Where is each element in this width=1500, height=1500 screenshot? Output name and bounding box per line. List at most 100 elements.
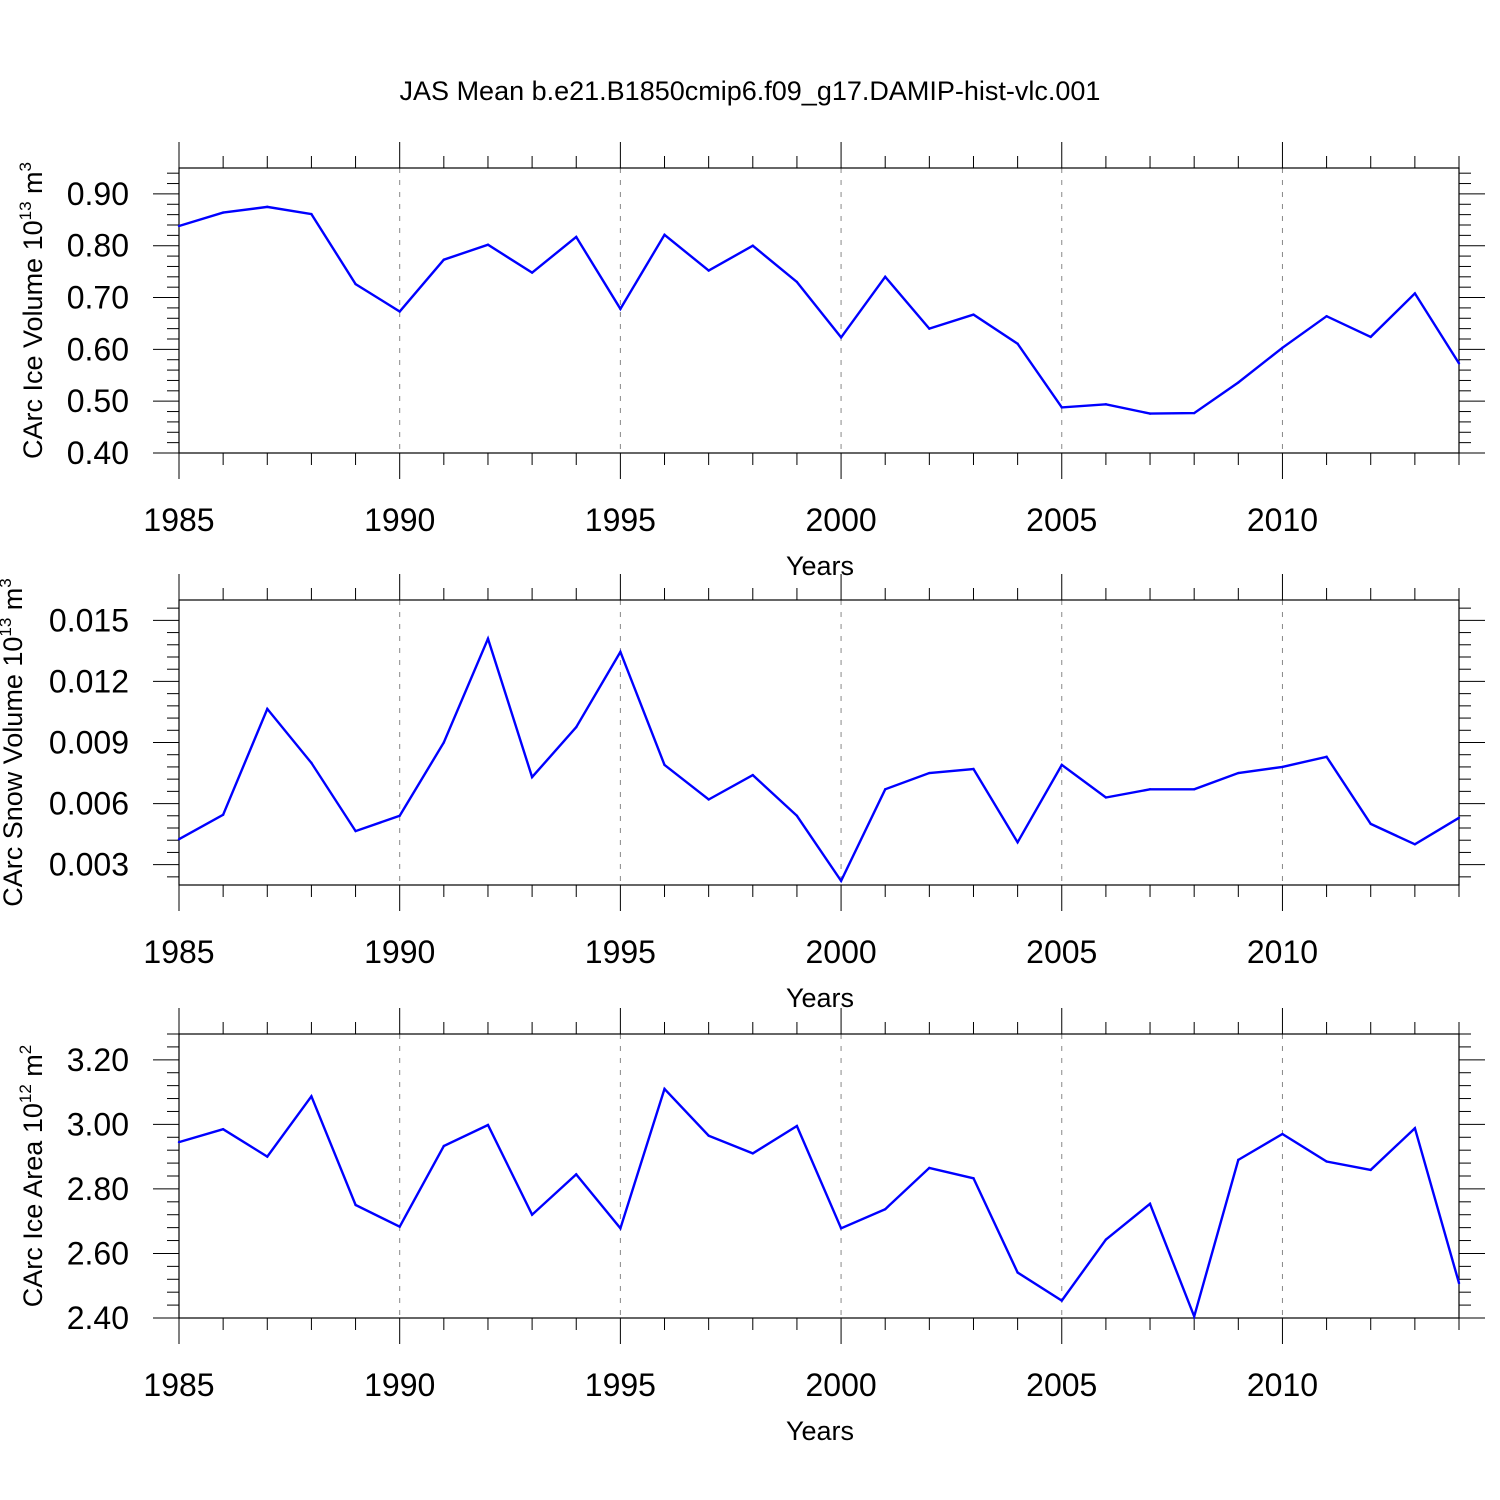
x-tick-label: 2005: [1026, 1367, 1097, 1403]
data-point: [619, 650, 622, 654]
panel-3: 1985 1990 1995 2000 2005 2010 Years 2.40 2.60 2.8…: [16, 1008, 1485, 1446]
y-axis-title: CArc Ice Area 1012 m2: [16, 1045, 48, 1308]
data-point: [1457, 816, 1461, 820]
data-point: [884, 788, 887, 791]
y-axis-title-part: CArc Ice Volume 10: [18, 220, 48, 459]
y-tick-label: 0.015: [49, 602, 129, 638]
series-line: [178, 205, 1461, 415]
data-point: [795, 1124, 799, 1128]
y-axis-title-superscript: 2: [16, 1045, 35, 1054]
data-point: [839, 1227, 843, 1230]
data-point: [266, 205, 269, 209]
data-point: [1016, 342, 1019, 345]
data-point: [619, 1227, 622, 1230]
data-point: [1457, 1281, 1461, 1285]
data-point: [1104, 1238, 1108, 1241]
data-point: [928, 1166, 931, 1170]
data-point: [663, 763, 666, 767]
data-point: [707, 269, 710, 272]
x-tick-label: 1985: [143, 502, 214, 538]
y-tick-label: 3.20: [67, 1042, 129, 1078]
data-point: [1060, 763, 1063, 767]
data-point: [486, 1123, 490, 1127]
data-point: [1281, 346, 1284, 350]
data-point: [884, 1208, 887, 1211]
y-tick-label: 0.50: [67, 383, 129, 419]
data-point: [398, 814, 401, 817]
y-tick-label: 3.00: [67, 1106, 129, 1142]
x-tick-label: 2010: [1247, 502, 1318, 538]
data-point: [266, 707, 269, 711]
x-tick-label: 1990: [364, 934, 435, 970]
data-point: [177, 1140, 181, 1144]
x-tick-label: 1995: [585, 1367, 656, 1403]
data-point: [972, 767, 975, 771]
data-point: [751, 773, 754, 777]
data-point: [1413, 843, 1417, 846]
data-point: [707, 798, 710, 801]
data-point: [663, 1087, 666, 1091]
data-point: [1325, 755, 1328, 758]
x-tick-label: 2010: [1247, 934, 1318, 970]
data-point: [839, 879, 843, 883]
data-point: [928, 327, 931, 330]
series-line: [178, 1086, 1461, 1321]
data-point: [1413, 1127, 1417, 1130]
data-point: [1192, 411, 1196, 415]
data-point: [1325, 1160, 1328, 1163]
x-tick-label: 1985: [143, 1367, 214, 1403]
data-point: [177, 224, 181, 228]
data-point: [310, 1095, 313, 1098]
y-axis-title-superscript: 13: [16, 201, 35, 220]
data-point: [1325, 315, 1328, 318]
data-point: [442, 258, 446, 261]
y-axis-title-part: CArc Snow Volume 10: [0, 637, 28, 907]
data-point: [1060, 406, 1063, 409]
data-point: [1148, 788, 1152, 791]
data-point: [1237, 1158, 1240, 1162]
x-tick-label: 1995: [585, 934, 656, 970]
data-point: [751, 244, 754, 247]
x-tick-label: 1990: [364, 1367, 435, 1403]
data-point: [1192, 1315, 1196, 1318]
y-axis-title: CArc Snow Volume 1013 m3: [0, 578, 28, 907]
y-axis-title-superscript: 3: [16, 162, 35, 171]
data-point: [310, 212, 313, 216]
data-point: [1060, 1299, 1063, 1302]
data-point: [707, 1134, 710, 1137]
data-point: [1016, 841, 1019, 844]
x-tick-label: 2005: [1026, 502, 1097, 538]
y-tick-label: 2.40: [67, 1300, 129, 1336]
x-tick-label: 1995: [585, 502, 656, 538]
data-point: [1148, 1202, 1152, 1205]
y-tick-label: 0.80: [67, 228, 129, 264]
y-tick-label: 0.003: [49, 847, 129, 883]
data-point: [795, 814, 799, 817]
y-axis-title: CArc Ice Volume 1013 m3: [16, 162, 48, 459]
chart-title: JAS Mean b.e21.B1850cmip6.f09_g17.DAMIP-…: [399, 76, 1101, 106]
data-point: [486, 637, 490, 640]
data-point: [1104, 796, 1108, 799]
y-tick-label: 0.006: [49, 786, 129, 822]
x-tick-label: 2005: [1026, 934, 1097, 970]
y-axis-title-part: m: [18, 1054, 48, 1084]
x-tick-label: 2000: [805, 1367, 876, 1403]
data-point: [1192, 788, 1196, 791]
data-point: [221, 1128, 225, 1131]
data-point: [575, 235, 578, 239]
data-point: [354, 282, 357, 286]
data-point: [1281, 765, 1284, 769]
data-point: [530, 775, 534, 779]
data-point: [398, 310, 401, 313]
data-point: [354, 829, 357, 833]
y-axis-title-superscript: 12: [16, 1084, 35, 1103]
data-point: [1104, 403, 1108, 406]
panel-2: 1985 1990 1995 2000 2005 2010 Years 0.003 0.006 0…: [0, 574, 1485, 1013]
data-point: [795, 280, 799, 284]
data-point: [530, 1213, 534, 1216]
data-point: [1413, 292, 1417, 295]
data-point: [442, 1144, 446, 1148]
data-point: [530, 271, 534, 274]
data-point: [663, 233, 666, 237]
